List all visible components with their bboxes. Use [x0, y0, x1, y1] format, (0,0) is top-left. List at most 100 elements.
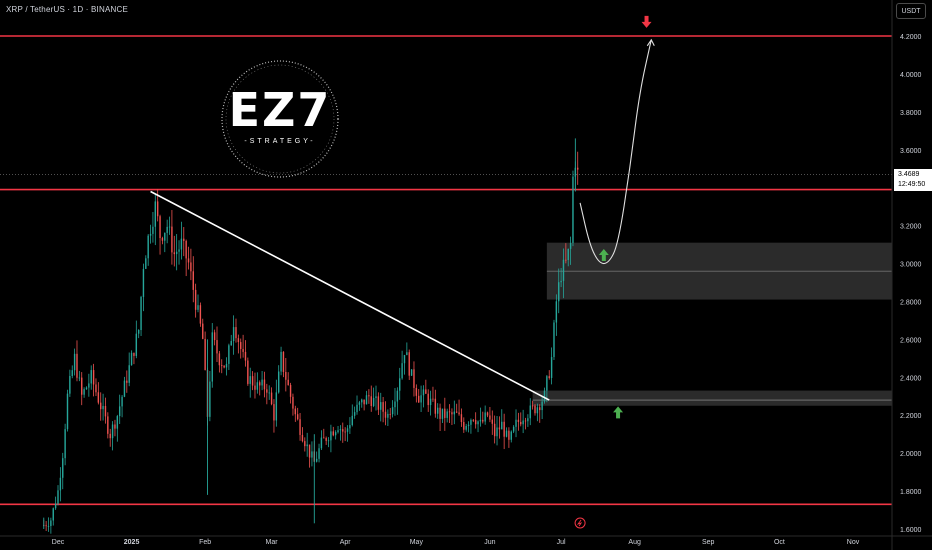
candle [553, 319, 555, 360]
candle-body [237, 338, 240, 343]
candle [180, 221, 183, 260]
candle [232, 315, 235, 355]
candle-body [368, 395, 370, 397]
candle [415, 384, 418, 403]
candle-body [197, 305, 199, 310]
candle [474, 412, 477, 429]
candle-body [287, 379, 289, 386]
candle [251, 371, 254, 391]
candle-body [358, 402, 361, 405]
candle [228, 343, 230, 371]
candle [81, 372, 83, 406]
candle [90, 365, 92, 390]
candle-body [446, 411, 448, 418]
candle [512, 425, 515, 434]
candle-body [45, 525, 47, 527]
candle-body [230, 341, 232, 346]
candle [280, 346, 282, 376]
candle-body [62, 458, 64, 478]
candle-body [534, 405, 536, 414]
candle [477, 420, 479, 433]
candle [323, 428, 325, 439]
event-marker-icon [574, 517, 586, 529]
candle-body [114, 424, 116, 429]
candle [104, 397, 107, 424]
candle [152, 212, 154, 243]
candle-body [135, 333, 138, 356]
candle-body [235, 327, 237, 339]
candle [76, 340, 78, 382]
candle-body [187, 258, 190, 263]
candle [501, 409, 503, 430]
candle-body [527, 418, 529, 422]
candle [156, 189, 159, 222]
candle [225, 357, 228, 376]
candle [223, 365, 225, 369]
candle [344, 427, 346, 442]
currency-selector[interactable]: USDT [896, 3, 926, 19]
candle [168, 216, 171, 235]
candle [472, 418, 475, 423]
candle [489, 407, 491, 423]
candle [577, 151, 579, 185]
candle-body [370, 396, 372, 406]
candle-body [275, 392, 278, 421]
candle-body [536, 407, 539, 414]
candle [320, 430, 323, 451]
candle [244, 340, 247, 367]
candle-body [458, 412, 460, 415]
candle [396, 387, 399, 415]
candle-body [175, 251, 178, 255]
candle-body [505, 430, 508, 437]
candle [351, 404, 353, 427]
candle-body [363, 399, 365, 405]
candle [299, 413, 301, 441]
x-tick-label: May [410, 539, 424, 546]
candle [439, 403, 441, 432]
candle [493, 415, 496, 444]
candle-body [54, 503, 57, 509]
candle-body [460, 414, 463, 422]
candle [204, 331, 206, 371]
candle-body [356, 404, 358, 413]
candle-body [137, 330, 140, 334]
candle-body [543, 390, 546, 402]
candle-body [102, 405, 104, 410]
overlay-layer [150, 15, 655, 529]
candle [330, 424, 332, 453]
arrow-up-icon [613, 406, 624, 419]
x-tick-label: Apr [340, 539, 352, 546]
candle-body [92, 370, 95, 385]
candle-body [199, 305, 202, 324]
candle-body [71, 370, 73, 377]
candle-body [531, 405, 534, 407]
candle-body [565, 259, 567, 261]
candle [118, 394, 121, 424]
candle [377, 392, 380, 415]
candle-body [434, 398, 437, 414]
candle [142, 263, 145, 312]
candle-body [254, 385, 256, 390]
candle [62, 452, 64, 490]
candle-body [577, 167, 579, 170]
candle [455, 403, 458, 414]
candle [71, 365, 73, 379]
candle [166, 219, 168, 244]
candle-body [104, 405, 107, 417]
candle [145, 255, 147, 269]
candle [270, 387, 273, 406]
candle [318, 443, 320, 463]
candle-body [168, 226, 171, 228]
candle [534, 404, 536, 416]
candle [221, 359, 223, 374]
candle-body [311, 451, 313, 458]
candle-body [396, 390, 399, 402]
candle [164, 232, 166, 253]
candle-body [109, 433, 111, 439]
candle-body [479, 419, 482, 422]
candle-body [427, 393, 429, 406]
candle [503, 413, 505, 450]
candle-body [408, 352, 410, 376]
y-axis: 4.20004.00003.80003.60003.40003.20003.00… [891, 0, 922, 550]
